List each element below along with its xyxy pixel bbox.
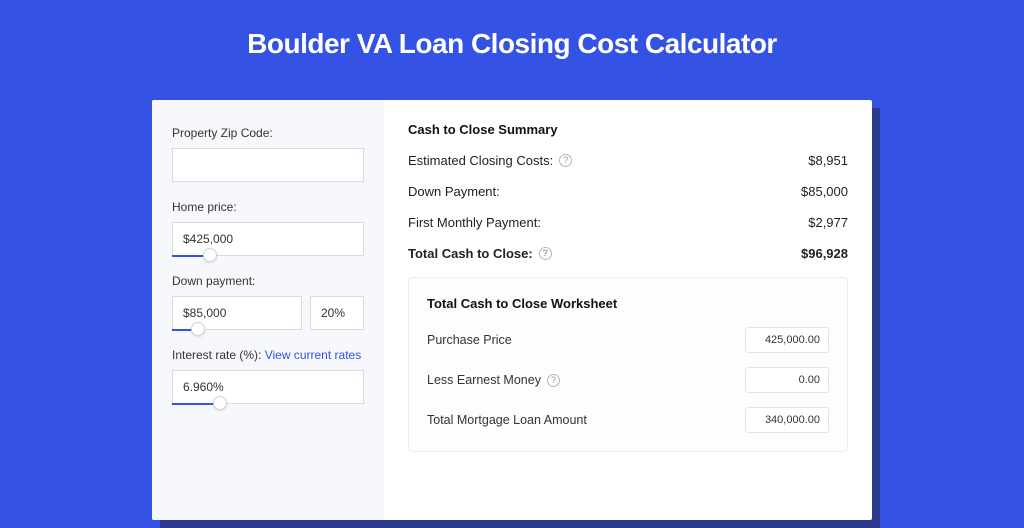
worksheet-row-value[interactable]: 0.00	[745, 367, 829, 393]
zip-field: Property Zip Code:	[172, 126, 364, 182]
worksheet-row: Purchase Price 425,000.00	[427, 327, 829, 353]
down-payment-slider-thumb[interactable]	[191, 322, 205, 336]
summary-row-label: First Monthly Payment:	[408, 215, 541, 230]
interest-slider-thumb[interactable]	[213, 396, 227, 410]
worksheet-row-label: Less Earnest Money	[427, 373, 541, 387]
worksheet-box: Total Cash to Close Worksheet Purchase P…	[408, 277, 848, 452]
summary-row: First Monthly Payment: $2,977	[408, 215, 848, 230]
summary-row: Down Payment: $85,000	[408, 184, 848, 199]
worksheet-row-label: Purchase Price	[427, 333, 512, 347]
home-price-field: Home price: $425,000	[172, 200, 364, 256]
down-payment-field: Down payment: $85,000 20%	[172, 274, 364, 330]
zip-label: Property Zip Code:	[172, 126, 364, 140]
worksheet-row-label: Total Mortgage Loan Amount	[427, 413, 587, 427]
worksheet-row-value[interactable]: 425,000.00	[745, 327, 829, 353]
down-payment-slider-wrap: $85,000	[172, 296, 302, 330]
worksheet-title: Total Cash to Close Worksheet	[427, 296, 829, 311]
interest-slider-wrap: 6.960%	[172, 370, 364, 404]
summary-row: Estimated Closing Costs: ? $8,951	[408, 153, 848, 168]
summary-row-value: $2,977	[808, 215, 848, 230]
summary-total-value: $96,928	[801, 246, 848, 261]
interest-label: Interest rate (%):	[172, 348, 261, 362]
view-rates-link[interactable]: View current rates	[265, 348, 362, 362]
summary-row-value: $8,951	[808, 153, 848, 168]
help-icon[interactable]: ?	[559, 154, 572, 167]
summary-row-value: $85,000	[801, 184, 848, 199]
results-panel: Cash to Close Summary Estimated Closing …	[384, 100, 872, 520]
zip-input[interactable]	[172, 148, 364, 182]
summary-title: Cash to Close Summary	[408, 122, 848, 137]
down-payment-label: Down payment:	[172, 274, 364, 288]
down-payment-pct-input[interactable]: 20%	[310, 296, 364, 330]
interest-field: Interest rate (%): View current rates 6.…	[172, 348, 364, 404]
summary-row-label: Down Payment:	[408, 184, 500, 199]
worksheet-row-value[interactable]: 340,000.00	[745, 407, 829, 433]
inputs-panel: Property Zip Code: Home price: $425,000 …	[152, 100, 384, 520]
worksheet-row: Less Earnest Money ? 0.00	[427, 367, 829, 393]
interest-input[interactable]: 6.960%	[172, 370, 364, 404]
home-price-label: Home price:	[172, 200, 364, 214]
help-icon[interactable]: ?	[547, 374, 560, 387]
worksheet-row: Total Mortgage Loan Amount 340,000.00	[427, 407, 829, 433]
home-price-slider-thumb[interactable]	[203, 248, 217, 262]
page-title: Boulder VA Loan Closing Cost Calculator	[0, 0, 1024, 84]
summary-row-label: Estimated Closing Costs:	[408, 153, 553, 168]
home-price-input[interactable]: $425,000	[172, 222, 364, 256]
help-icon[interactable]: ?	[539, 247, 552, 260]
summary-total-label: Total Cash to Close:	[408, 246, 533, 261]
interest-label-row: Interest rate (%): View current rates	[172, 348, 364, 362]
home-price-slider-wrap: $425,000	[172, 222, 364, 256]
summary-total-row: Total Cash to Close: ? $96,928	[408, 246, 848, 261]
calculator-card: Property Zip Code: Home price: $425,000 …	[152, 100, 872, 520]
